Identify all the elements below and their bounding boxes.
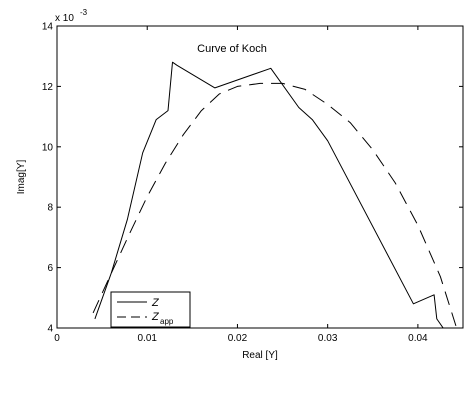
- x-tick-label: 0.04: [408, 333, 428, 344]
- y-tick-label: 14: [42, 22, 54, 33]
- legend-box: [110, 291, 191, 328]
- y-tick-label: 4: [47, 324, 53, 335]
- legend-label-zapp: Z: [151, 311, 160, 323]
- y-scale-exponent: x 10 -3: [55, 8, 88, 24]
- y-tick-label: 6: [47, 263, 53, 274]
- x-tick-label: 0: [54, 333, 60, 344]
- series-line-z: [94, 61, 444, 328]
- x-axis-label: Real [Y]: [242, 350, 278, 361]
- x-tick-label: 0.03: [318, 333, 338, 344]
- plot-frame: [56, 25, 464, 329]
- y-tick-label: 12: [42, 82, 54, 93]
- x-tick-label: 0.01: [137, 333, 157, 344]
- x-ticks: 0 0.01 0.02 0.03 0.04: [54, 26, 428, 344]
- y-scale-power: -3: [80, 8, 88, 17]
- y-tick-label: 8: [47, 203, 53, 214]
- legend-label-z: Z: [151, 297, 160, 309]
- y-tick-label: 10: [42, 142, 54, 153]
- legend: Z Z app: [110, 291, 191, 328]
- legend-label-zapp-subscript: app: [160, 317, 174, 326]
- chart-title: Curve of Koch: [197, 43, 267, 55]
- y-scale-base: x 10: [55, 13, 74, 24]
- y-axis-label: Imag[Y]: [16, 160, 27, 195]
- series-line-zapp: [92, 82, 458, 328]
- series-layer: [92, 61, 458, 328]
- y-ticks: 4 6 8 10 12 14: [42, 22, 463, 335]
- x-tick-label: 0.02: [228, 333, 248, 344]
